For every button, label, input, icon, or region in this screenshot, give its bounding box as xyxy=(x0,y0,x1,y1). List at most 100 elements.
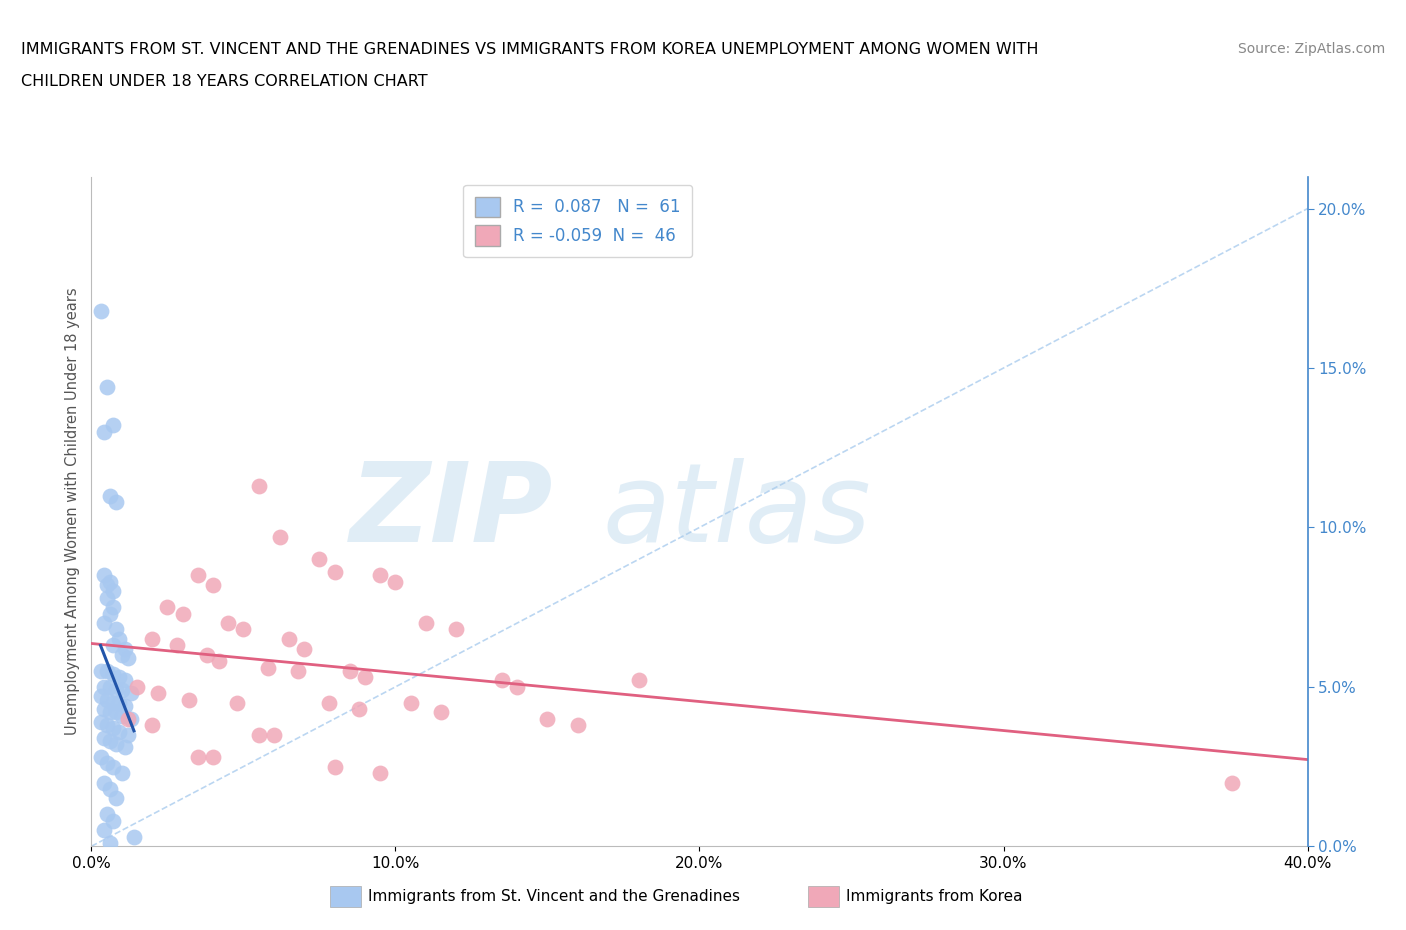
Point xyxy=(101,638,124,653)
Point xyxy=(120,711,142,726)
Point xyxy=(287,663,309,678)
Point xyxy=(202,750,225,764)
Point xyxy=(89,303,111,318)
Y-axis label: Unemployment Among Women with Children Under 18 years: Unemployment Among Women with Children U… xyxy=(65,287,80,736)
Point xyxy=(89,750,111,764)
Point xyxy=(156,600,179,615)
Point xyxy=(101,667,124,682)
Text: ZIP: ZIP xyxy=(350,458,554,565)
Point xyxy=(111,647,134,662)
Point xyxy=(93,424,115,439)
Point xyxy=(122,830,145,844)
Point xyxy=(101,600,124,615)
Point xyxy=(104,705,127,720)
Point xyxy=(141,631,163,646)
Point xyxy=(278,631,301,646)
Legend: R =  0.087   N =  61, R = -0.059  N =  46: R = 0.087 N = 61, R = -0.059 N = 46 xyxy=(464,185,692,258)
Point xyxy=(96,718,118,733)
Point xyxy=(98,606,121,621)
Point xyxy=(98,836,121,851)
Point xyxy=(104,791,127,806)
Point xyxy=(536,711,558,726)
Point xyxy=(368,568,391,583)
Point xyxy=(98,734,121,749)
Point xyxy=(339,663,361,678)
Point xyxy=(101,759,124,774)
Point xyxy=(98,781,121,796)
Point xyxy=(111,683,134,698)
Point xyxy=(98,705,121,720)
Point xyxy=(256,660,278,675)
Point xyxy=(117,711,139,726)
Point xyxy=(308,551,330,566)
Point xyxy=(627,673,650,688)
Point xyxy=(89,689,111,704)
Text: Source: ZipAtlas.com: Source: ZipAtlas.com xyxy=(1237,42,1385,56)
Point xyxy=(166,638,188,653)
Point xyxy=(98,488,121,503)
Point xyxy=(107,696,129,711)
Point xyxy=(104,737,127,751)
Point xyxy=(111,708,134,723)
Point xyxy=(104,683,127,698)
Point xyxy=(98,680,121,695)
Point xyxy=(226,696,249,711)
Point xyxy=(93,823,115,838)
Point xyxy=(202,578,225,592)
Point xyxy=(104,495,127,510)
Point xyxy=(101,814,124,829)
Point xyxy=(187,568,209,583)
Point xyxy=(567,718,589,733)
Point xyxy=(89,663,111,678)
Point xyxy=(89,714,111,729)
Point xyxy=(195,647,218,662)
Point xyxy=(93,616,115,631)
Point xyxy=(323,565,346,579)
Text: CHILDREN UNDER 18 YEARS CORRELATION CHART: CHILDREN UNDER 18 YEARS CORRELATION CHAR… xyxy=(21,74,427,89)
Text: atlas: atlas xyxy=(602,458,870,565)
Point xyxy=(208,654,231,669)
Point xyxy=(114,673,136,688)
Point xyxy=(93,730,115,745)
Point xyxy=(101,584,124,599)
Point xyxy=(1220,775,1243,790)
Point xyxy=(107,631,129,646)
Point xyxy=(187,750,209,764)
Point xyxy=(101,721,124,736)
Point xyxy=(101,418,124,432)
Point xyxy=(120,685,142,700)
Point xyxy=(368,765,391,780)
Point xyxy=(96,663,118,678)
Point xyxy=(148,685,170,700)
Point xyxy=(247,727,270,742)
Point xyxy=(232,622,254,637)
Point xyxy=(96,756,118,771)
Point xyxy=(96,578,118,592)
Point xyxy=(114,641,136,656)
Point xyxy=(98,574,121,589)
Point xyxy=(141,718,163,733)
Point xyxy=(292,641,315,656)
Point xyxy=(354,670,377,684)
Text: IMMIGRANTS FROM ST. VINCENT AND THE GRENADINES VS IMMIGRANTS FROM KOREA UNEMPLOY: IMMIGRANTS FROM ST. VINCENT AND THE GREN… xyxy=(21,42,1039,57)
Point xyxy=(107,670,129,684)
Point xyxy=(125,680,148,695)
Point xyxy=(399,696,422,711)
Point xyxy=(323,759,346,774)
Point xyxy=(415,616,437,631)
Point xyxy=(384,574,406,589)
Point xyxy=(444,622,467,637)
Point xyxy=(93,775,115,790)
Point xyxy=(93,702,115,717)
Point xyxy=(506,680,529,695)
Text: Immigrants from St. Vincent and the Grenadines: Immigrants from St. Vincent and the Gren… xyxy=(368,889,741,904)
Point xyxy=(347,702,370,717)
Point xyxy=(117,651,139,666)
Point xyxy=(430,705,453,720)
Point xyxy=(247,479,270,494)
Point xyxy=(96,807,118,822)
Point xyxy=(318,696,340,711)
Point xyxy=(104,622,127,637)
Point xyxy=(96,692,118,707)
Point xyxy=(177,692,200,707)
